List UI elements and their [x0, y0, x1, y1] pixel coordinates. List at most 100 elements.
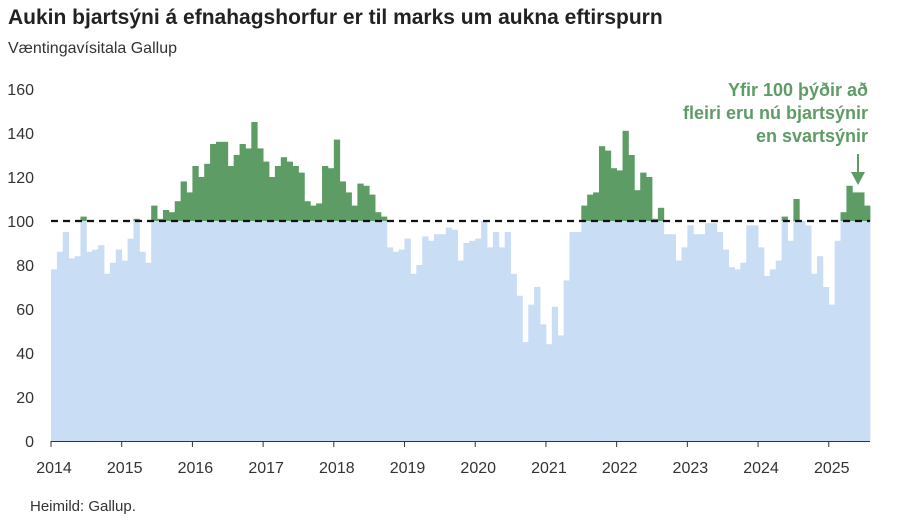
- x-tick-label-2022: 2022: [602, 460, 638, 477]
- bar-64: [428, 240, 435, 441]
- bar-segment-above: [292, 166, 299, 221]
- bar-segment-below: [575, 232, 582, 441]
- x-tick-label-2023: 2023: [673, 460, 709, 477]
- bar-segment-below: [492, 232, 500, 441]
- bar-segment-above: [286, 161, 293, 221]
- bar-31: [233, 155, 240, 441]
- bar-segment-below: [593, 221, 600, 441]
- bar-segment-below: [540, 324, 547, 441]
- x-tick-label-2017: 2017: [248, 460, 284, 477]
- bar-segment-below: [322, 221, 329, 441]
- bar-47: [327, 168, 335, 441]
- bar-segment-below: [127, 238, 134, 441]
- bar-22: [180, 181, 187, 441]
- chart-subtitle: Væntingavísitala Gallup: [8, 40, 177, 57]
- y-tick-label-100: 100: [7, 214, 34, 231]
- bar-segment-below: [569, 232, 576, 441]
- bar-36: [263, 161, 270, 441]
- bar-29: [221, 141, 229, 441]
- bar-97: [622, 130, 629, 441]
- bar-segment-below: [693, 234, 700, 441]
- bar-segment-below: [651, 221, 659, 441]
- bar-58: [392, 251, 400, 441]
- bar-61: [410, 273, 417, 441]
- bar-44: [310, 205, 317, 441]
- bar-segment-below: [510, 273, 517, 441]
- bar-segment-below: [221, 221, 229, 441]
- bar-segment-below: [498, 247, 506, 441]
- bar-segment-below: [433, 234, 441, 441]
- bar-segment-below: [263, 221, 270, 441]
- bar-segment-below: [92, 249, 99, 441]
- bar-23: [186, 192, 193, 441]
- bar-segment-above: [180, 181, 187, 221]
- bar-segment-below: [62, 232, 70, 441]
- bar-segment-below: [811, 273, 818, 441]
- bar-segment-below: [769, 269, 777, 441]
- bar-112: [710, 223, 718, 441]
- bar-segment-below: [822, 287, 830, 441]
- bar-76: [498, 247, 506, 441]
- bar-segment-below: [752, 225, 759, 441]
- bar-116: [734, 269, 741, 441]
- bar-segment-below: [428, 240, 435, 441]
- bar-121: [763, 276, 771, 441]
- bar-136: [852, 192, 859, 441]
- bar-38: [274, 166, 282, 441]
- bar-segment-below: [56, 251, 64, 441]
- bar-segment-below: [858, 221, 865, 441]
- bar-segment-below: [245, 221, 252, 441]
- bar-75: [492, 232, 500, 441]
- x-tick-label-2020: 2020: [460, 460, 496, 477]
- bar-segment-above: [363, 185, 370, 221]
- bar-79: [516, 295, 523, 441]
- bar-86: [557, 335, 565, 441]
- bar-segment-below: [557, 335, 565, 441]
- bar-segment-below: [864, 221, 871, 441]
- bar-segment-below: [581, 221, 588, 441]
- bar-segment-below: [292, 221, 299, 441]
- bar-segment-above: [781, 216, 788, 221]
- bar-segment-below: [210, 221, 217, 441]
- bar-119: [752, 225, 759, 441]
- bar-segment-below: [563, 280, 570, 441]
- bar-84: [545, 344, 553, 441]
- bar-49: [339, 181, 347, 441]
- bar-segment-below: [687, 225, 694, 441]
- x-axis-ticks: 2014 2015 2016 2017 2018 2019 2020 2021 2022 2023…: [36, 441, 850, 477]
- bar-segment-below: [781, 221, 788, 441]
- bar-42: [298, 172, 305, 441]
- bar-19: [162, 210, 170, 441]
- bar-segment-below: [528, 304, 535, 441]
- source-note: Heimild: Gallup.: [30, 498, 136, 515]
- bar-124: [781, 216, 788, 441]
- bar-104: [663, 234, 671, 441]
- bar-134: [840, 212, 847, 441]
- bar-segment-below: [699, 234, 706, 441]
- bar-segment-above: [593, 192, 600, 221]
- bar-segment-below: [740, 262, 747, 441]
- bar-segment-above: [269, 177, 276, 221]
- bar-99: [634, 190, 641, 441]
- bar-87: [563, 280, 570, 441]
- bar-segment-above: [628, 155, 635, 221]
- bar-57: [386, 247, 394, 441]
- bar-54: [369, 194, 376, 441]
- bar-segment-above: [310, 205, 317, 221]
- bar-126: [793, 199, 800, 441]
- bar-segment-above: [304, 201, 311, 221]
- bar-segment-below: [86, 251, 93, 441]
- bar-segment-above: [657, 207, 665, 221]
- bar-50: [345, 192, 352, 441]
- bar-35: [257, 148, 264, 441]
- bar-74: [487, 247, 494, 441]
- bar-70: [463, 243, 470, 441]
- bar-100: [640, 172, 647, 441]
- bar-segment-below: [705, 223, 712, 441]
- bar-6: [86, 251, 93, 441]
- bar-segment-below: [68, 258, 75, 441]
- bar-segment-below: [422, 236, 429, 441]
- bar-15: [139, 251, 146, 441]
- bar-segment-below: [457, 260, 464, 441]
- bar-segment-above: [622, 130, 629, 221]
